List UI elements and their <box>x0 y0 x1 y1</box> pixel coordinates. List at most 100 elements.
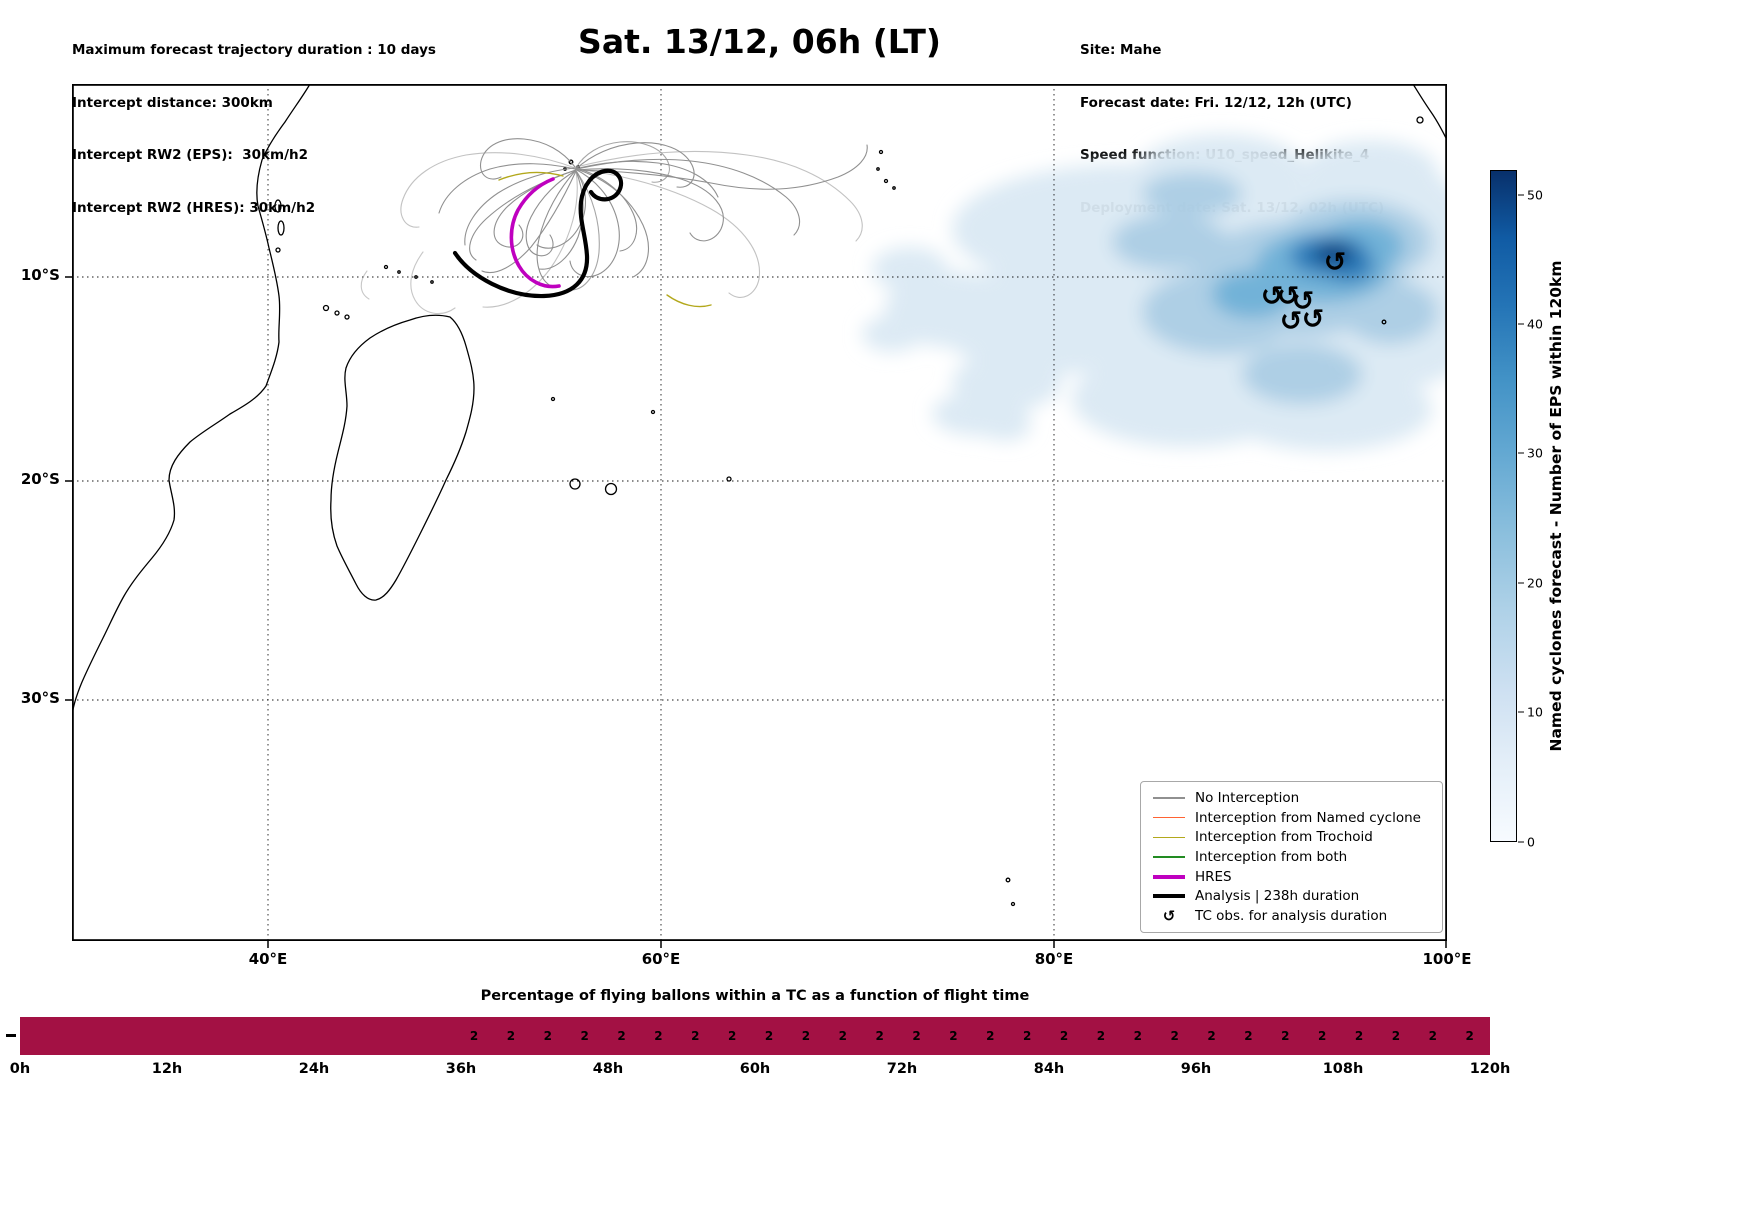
legend: No Interception Interception from Named … <box>1140 781 1443 933</box>
colorbar-tick: 0 <box>1518 835 1535 850</box>
island <box>876 167 880 171</box>
island <box>878 149 884 155</box>
island <box>1010 901 1016 907</box>
intercept-distance-line: Intercept distance: 300km <box>72 94 273 111</box>
legend-swatch <box>1153 849 1185 865</box>
legend-item: No Interception <box>1153 790 1430 806</box>
ytick-10s: 10°S <box>20 266 60 284</box>
analysis-track <box>452 168 624 299</box>
map-canvas: ↺ ↺ ↺ ↺ ↺ ↺ <box>65 83 1447 948</box>
colorbar-tick: 20 <box>1518 576 1543 591</box>
island-reunion <box>569 478 581 490</box>
legend-swatch: ↺ <box>1153 908 1185 924</box>
island <box>1381 319 1387 325</box>
tc-observation-symbols: ↺ ↺ ↺ ↺ ↺ ↺ <box>1261 247 1347 337</box>
map-x-axis: 40°E 60°E 80°E 100°E <box>248 950 1472 968</box>
legend-label: Interception from Trochoid <box>1195 829 1373 846</box>
page-title: Sat. 13/12, 06h (LT) <box>578 22 941 61</box>
trajectory-ensemble <box>360 138 868 315</box>
legend-line-sample <box>1153 797 1185 799</box>
island <box>650 409 656 415</box>
tc-obs-icon: ↺ <box>1302 304 1325 335</box>
colorbar-tick: 10 <box>1518 705 1543 720</box>
colorbar-tick: 30 <box>1518 446 1543 461</box>
tc-percentage-bar <box>20 1017 1490 1055</box>
island <box>414 275 418 279</box>
colorbar: 0 10 20 30 40 50 <box>1490 170 1543 850</box>
island <box>344 314 350 320</box>
legend-label: Analysis | 238h duration <box>1195 888 1360 905</box>
density-peak <box>1314 244 1354 264</box>
trochoid-trajectories <box>498 171 712 308</box>
hres-track <box>509 177 561 289</box>
island <box>892 186 896 190</box>
colorbar-tick: 40 <box>1518 317 1543 332</box>
tc-obs-icon: ↺ <box>1277 281 1300 312</box>
legend-line-sample <box>1153 856 1185 858</box>
sumatra-coastline <box>1412 84 1447 141</box>
legend-label: No Interception <box>1195 790 1300 806</box>
tc-obs-icon: ↺ <box>1280 306 1303 337</box>
legend-item: Interception from both <box>1153 849 1430 865</box>
island-mauritius <box>604 482 618 496</box>
island <box>397 270 401 274</box>
madagascar-coastline <box>330 314 475 601</box>
legend-swatch <box>1153 790 1185 806</box>
legend-swatch <box>1153 829 1185 845</box>
island <box>383 264 389 270</box>
island <box>883 178 889 184</box>
strip-chart-title: Percentage of flying ballons within a TC… <box>480 988 1030 1004</box>
legend-item: ↺ TC obs. for analysis duration <box>1153 908 1430 924</box>
axis-ticks <box>65 276 1447 948</box>
legend-line-sample <box>1153 894 1185 899</box>
island <box>334 310 340 316</box>
tc-obs-icon: ↺ <box>1261 281 1284 312</box>
site-line: Site: Mahe <box>1080 42 1162 58</box>
africa-coastline <box>72 84 311 717</box>
legend-line-sample <box>1153 874 1185 879</box>
ytick-30s: 30°S <box>20 689 60 707</box>
colorbar-tick: 50 <box>1518 188 1543 203</box>
cyclone-density-heatmap <box>862 134 1447 451</box>
legend-swatch <box>1153 888 1185 904</box>
run-settings-block: Maximum forecast trajectory duration : 1… <box>72 7 436 252</box>
legend-item: Interception from Named cyclone <box>1153 810 1430 826</box>
legend-line-sample <box>1153 816 1185 819</box>
map-border <box>71 83 1447 942</box>
legend-item: Interception from Trochoid <box>1153 829 1430 845</box>
legend-swatch <box>1153 810 1185 826</box>
island <box>1005 877 1011 883</box>
ytick-20s: 20°S <box>20 470 60 488</box>
tc-obs-icon: ↺ <box>1324 247 1347 278</box>
legend-label: Interception from Named cyclone <box>1195 809 1421 826</box>
tc-obs-legend-icon: ↺ <box>1162 906 1176 925</box>
island <box>1416 116 1424 124</box>
island <box>277 220 285 236</box>
legend-label: HRES <box>1195 868 1232 885</box>
legend-label: TC obs. for analysis duration <box>1195 907 1388 924</box>
island-rodrigues <box>726 476 732 482</box>
flight-time-axis: 0h 12h 24h 36h 48h 60h 72h 84h 96h 108h 120h <box>9 1061 1511 1077</box>
max-duration-line: Maximum forecast trajectory duration : 1… <box>72 42 436 58</box>
island <box>322 304 330 312</box>
island <box>274 199 282 213</box>
forecast-date-line: Forecast date: Fri. 12/12, 12h (UTC) <box>1080 94 1352 111</box>
intercept-rw2-eps-line: Intercept RW2 (EPS): 30km/h2 <box>72 147 308 163</box>
island <box>550 396 556 402</box>
colorbar-label: Named cyclones forecast - Number of EPS … <box>1547 260 1565 752</box>
tc-obs-icon: ↺ <box>1292 286 1315 317</box>
legend-swatch <box>1153 869 1185 885</box>
latlon-gridlines <box>72 84 1447 941</box>
island <box>430 280 434 284</box>
legend-item: HRES <box>1153 869 1430 885</box>
island-mahe <box>568 159 574 165</box>
legend-label: Interception from both <box>1195 848 1348 865</box>
legend-line-sample <box>1153 836 1185 839</box>
strip-axis-tick <box>6 1034 16 1037</box>
legend-item: Analysis | 238h duration <box>1153 888 1430 904</box>
intercept-rw2-hres-line: Intercept RW2 (HRES): 30km/h2 <box>72 199 316 216</box>
coastlines <box>72 84 1447 907</box>
island <box>275 247 281 253</box>
